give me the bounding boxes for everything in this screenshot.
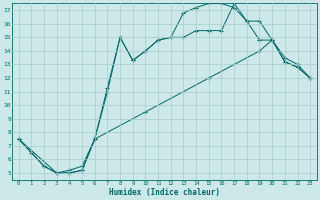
X-axis label: Humidex (Indice chaleur): Humidex (Indice chaleur) — [109, 188, 220, 197]
